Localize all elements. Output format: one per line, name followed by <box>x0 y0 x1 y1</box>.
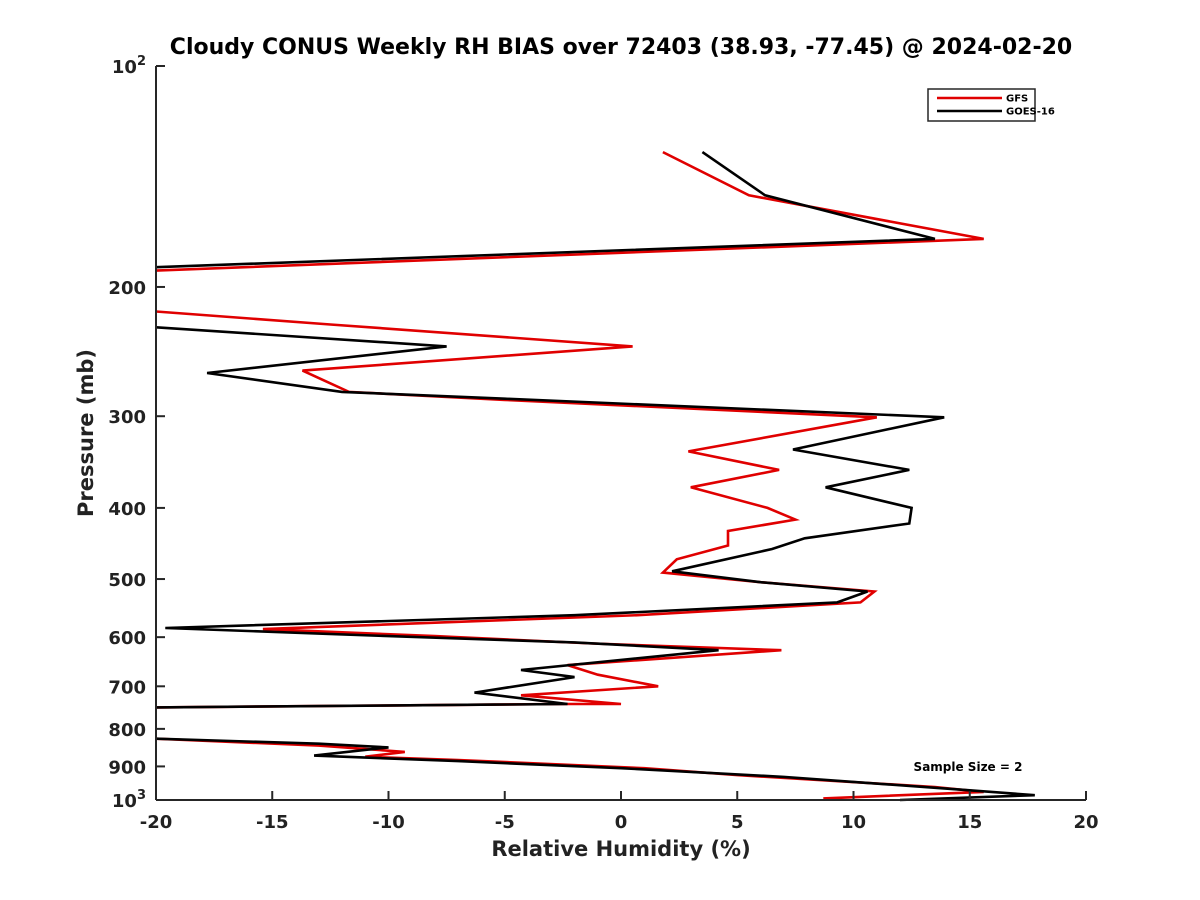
y-tick-label: 800 <box>108 720 146 741</box>
y-tick-label: 400 <box>108 499 146 520</box>
y-tick-label: 900 <box>108 757 146 778</box>
x-tick-label: 0 <box>615 812 628 833</box>
legend-items: GFS GOES-16 <box>937 94 1055 118</box>
sample-size-annotation: Sample Size = 2 <box>914 760 1023 774</box>
y-tick-label: 103 <box>112 788 146 812</box>
x-tick-label: -5 <box>495 812 515 833</box>
y-tick-label: 300 <box>108 407 146 428</box>
y-tick-label: 500 <box>108 570 146 591</box>
ticks-layer: -20 -15 -10 -5 0 5 10 15 20 102 200 300 400 500 600 700… <box>108 54 1098 833</box>
x-tick-label: 5 <box>731 812 744 833</box>
x-axis-label: Relative Humidity (%) <box>491 837 750 861</box>
legend-goes-16-label: GOES-16 <box>1006 107 1055 118</box>
x-tick-label: -10 <box>372 812 405 833</box>
y-tick-label: 102 <box>112 54 146 78</box>
y-tick-label: 700 <box>108 677 146 698</box>
series-layer <box>155 150 1035 802</box>
y-tick-label: 600 <box>108 628 146 649</box>
legend-gfs-label: GFS <box>1006 94 1028 105</box>
x-tick-label: 20 <box>1073 812 1098 833</box>
x-tick-label: 15 <box>957 812 982 833</box>
legend-box <box>927 88 1036 122</box>
x-tick-label: -20 <box>140 812 173 833</box>
legend: GFS GOES-16 <box>927 88 1055 122</box>
chart-title: Cloudy CONUS Weekly RH BIAS over 72403 (… <box>170 35 1072 60</box>
x-tick-label: -15 <box>256 812 289 833</box>
series-goes-16-line <box>155 151 1035 802</box>
x-tick-label: 10 <box>841 812 866 833</box>
y-tick-label: 200 <box>108 278 146 299</box>
y-axis-label: Pressure (mb) <box>74 349 98 517</box>
